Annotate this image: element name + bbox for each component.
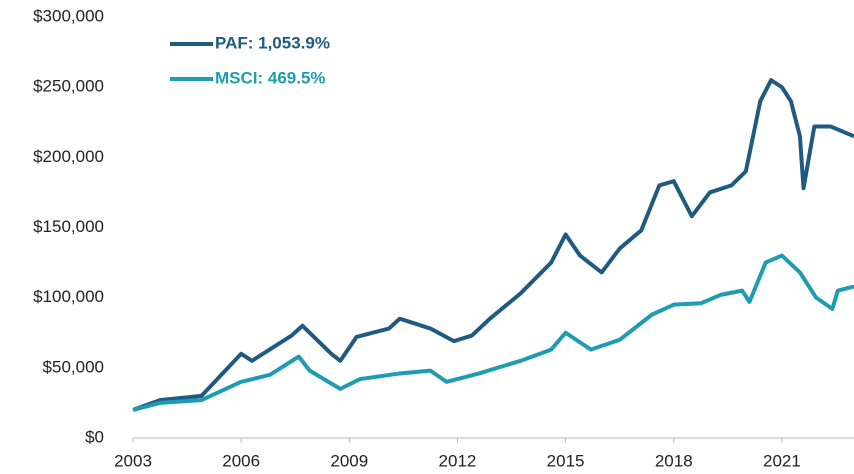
y-tick-label: $50,000 [43, 357, 104, 376]
x-tick-label: 2021 [763, 451, 801, 470]
y-tick-label: $150,000 [33, 217, 104, 236]
x-tick-label: 2006 [222, 451, 260, 470]
x-tick-label: 2018 [655, 451, 693, 470]
line [132, 253, 854, 412]
x-tick-label: 2003 [114, 451, 152, 470]
x-tick-label: 2012 [439, 451, 477, 470]
line [132, 78, 854, 412]
y-tick-label: $250,000 [33, 77, 104, 96]
x-tick-label: 2015 [547, 451, 585, 470]
x-tick-label: 2009 [330, 451, 368, 470]
y-tick-label: $200,000 [33, 147, 104, 166]
y-tick-label: $100,000 [33, 287, 104, 306]
legend-label: MSCI: 469.5% [215, 68, 326, 87]
y-tick-label: $300,000 [33, 6, 104, 25]
legend-label: PAF: 1,053.9% [215, 33, 330, 52]
y-tick-label: $0 [85, 427, 104, 446]
